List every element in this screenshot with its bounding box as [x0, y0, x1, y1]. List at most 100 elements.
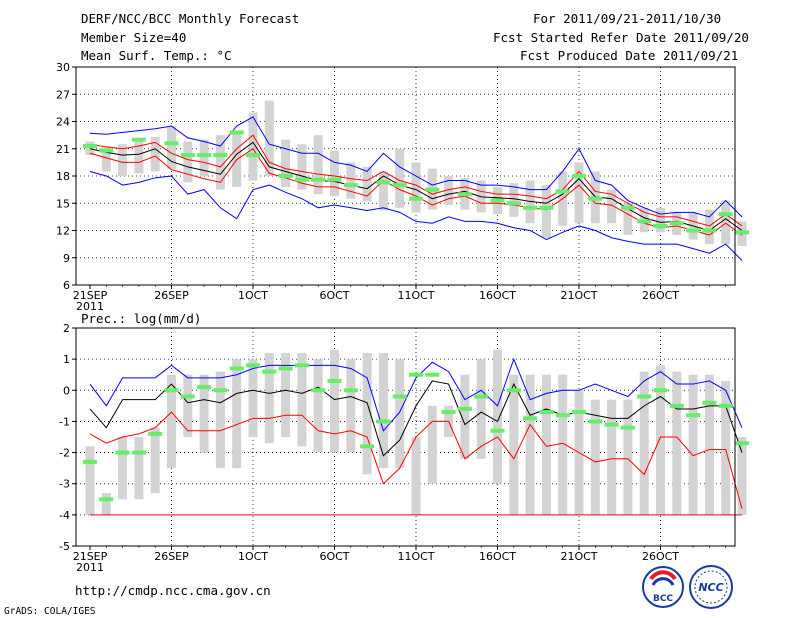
prec-xtick-sublabel: 2011	[76, 561, 104, 574]
prec-median-marker	[376, 419, 391, 424]
temp-ytick-label: 15	[56, 197, 70, 210]
prec-spread-bar	[183, 374, 193, 437]
prec-series-line	[89, 380, 743, 457]
chart-title: DERF/NCC/BCC Monthly Forecast	[81, 11, 300, 26]
ncc-logo: NCC	[689, 565, 733, 609]
temp-spread-bar	[297, 144, 307, 190]
prec-spread-bar	[297, 352, 307, 447]
prec-ytick-label: 0	[63, 384, 70, 397]
prec-xtick-label: 26SEP	[154, 550, 189, 563]
prec-spread-bar	[639, 371, 649, 515]
temp-spread-bar	[721, 200, 731, 245]
temp-ytick-label: 30	[56, 61, 70, 74]
temp-ytick-label: 9	[63, 252, 70, 265]
prec-spread-bar	[215, 371, 225, 469]
temp-spread-bar	[541, 185, 551, 238]
temp-spread-bar	[281, 139, 291, 187]
ncc-logo-text: NCC	[698, 581, 723, 594]
prec-median-marker	[425, 372, 440, 377]
temp-median-marker	[457, 192, 472, 197]
prec-ytick-label: 1	[63, 353, 70, 366]
temp-median-marker	[620, 205, 635, 210]
temp-xtick-label: 1OCT	[238, 289, 268, 302]
prec-ytick-label: -3	[59, 478, 70, 491]
temp-xtick-label: 6OCT	[319, 289, 349, 302]
source-url[interactable]: http://cmdp.ncc.cma.gov.cn	[75, 583, 271, 598]
temp-xtick-label: 11OCT	[397, 289, 434, 302]
prec-median-marker	[360, 444, 375, 449]
temp-panel-title: Mean Surf. Temp.: °C	[81, 48, 232, 63]
prec-xtick-label: 1OCT	[238, 550, 268, 563]
temp-spread-bar	[395, 148, 405, 208]
prec-spread-bar	[704, 374, 714, 515]
temp-median-marker	[669, 221, 684, 226]
temp-median-marker	[425, 187, 440, 192]
temp-ytick-label: 6	[63, 279, 70, 292]
temp-xtick-sublabel: 2011	[76, 300, 104, 313]
prec-spread-bar	[85, 446, 95, 515]
prec-spread-bar	[395, 359, 405, 469]
temp-median-marker	[180, 153, 195, 158]
prec-median-marker	[702, 400, 717, 405]
temp-median-marker	[490, 198, 505, 203]
temp-median-marker	[392, 183, 407, 188]
prec-ytick-label: -2	[59, 447, 70, 460]
prec-xtick-label: 16OCT	[479, 550, 516, 563]
temp-ytick-label: 12	[56, 225, 70, 238]
prec-median-marker	[343, 388, 358, 393]
prec-spread-bar	[476, 359, 486, 459]
prec-spread-bar	[118, 437, 128, 500]
prec-spread-bar	[248, 359, 258, 437]
temp-median-marker	[343, 183, 358, 188]
temp-spread-bar	[232, 130, 242, 187]
temp-spread-bar	[623, 203, 633, 236]
prec-median-marker	[294, 363, 309, 368]
temp-median-marker	[164, 141, 179, 146]
prec-median-marker	[213, 388, 228, 393]
prec-median-marker	[327, 378, 342, 383]
prec-median-marker	[99, 497, 114, 502]
prec-median-marker	[653, 388, 668, 393]
prec-xtick-label: 26OCT	[642, 550, 679, 563]
temp-spread-bar	[411, 162, 421, 213]
prec-median-marker	[474, 394, 489, 399]
prec-median-marker	[197, 385, 212, 390]
temp-median-marker	[213, 153, 228, 158]
prec-median-marker	[131, 450, 146, 455]
temp-xtick-label: 26OCT	[642, 289, 679, 302]
prec-spread-bar	[378, 352, 388, 469]
prec-ytick-label: -1	[59, 415, 70, 428]
prec-spread-bar	[281, 352, 291, 437]
temp-median-marker	[735, 230, 749, 235]
prec-median-marker	[457, 406, 472, 411]
temp-median-marker	[702, 228, 717, 233]
temp-spread-bar	[704, 209, 714, 245]
prec-median-marker	[392, 394, 407, 399]
prec-spread-bar	[134, 437, 144, 500]
prec-plot-frame	[75, 327, 736, 547]
prec-series-line	[89, 357, 743, 432]
temp-spread-bar	[378, 171, 388, 211]
temp-median-marker	[686, 228, 701, 233]
prec-ytick-label: 2	[63, 322, 70, 335]
temp-median-marker	[506, 201, 521, 206]
prec-spread-bar	[232, 359, 242, 469]
temp-median-marker	[294, 177, 309, 182]
temp-median-marker	[83, 144, 97, 149]
prec-xtick-label: 11OCT	[397, 550, 434, 563]
prec-xtick-label: 21SEP	[73, 550, 108, 563]
temp-median-marker	[131, 137, 146, 142]
temp-spread-bar	[183, 141, 193, 183]
prec-spread-bar	[346, 359, 356, 453]
temp-spread-bar	[607, 189, 617, 224]
member-size: Member Size=40	[81, 30, 187, 45]
temp-ytick-label: 27	[56, 88, 70, 101]
prec-xtick-label: 21OCT	[560, 550, 597, 563]
prec-median-marker	[718, 403, 733, 408]
started-date: Fcst Started Refer Date 2011/09/20	[493, 30, 749, 45]
temp-spread-bar	[150, 136, 160, 172]
prec-spread-bar	[101, 493, 111, 515]
prec-spread-bar	[411, 437, 421, 515]
